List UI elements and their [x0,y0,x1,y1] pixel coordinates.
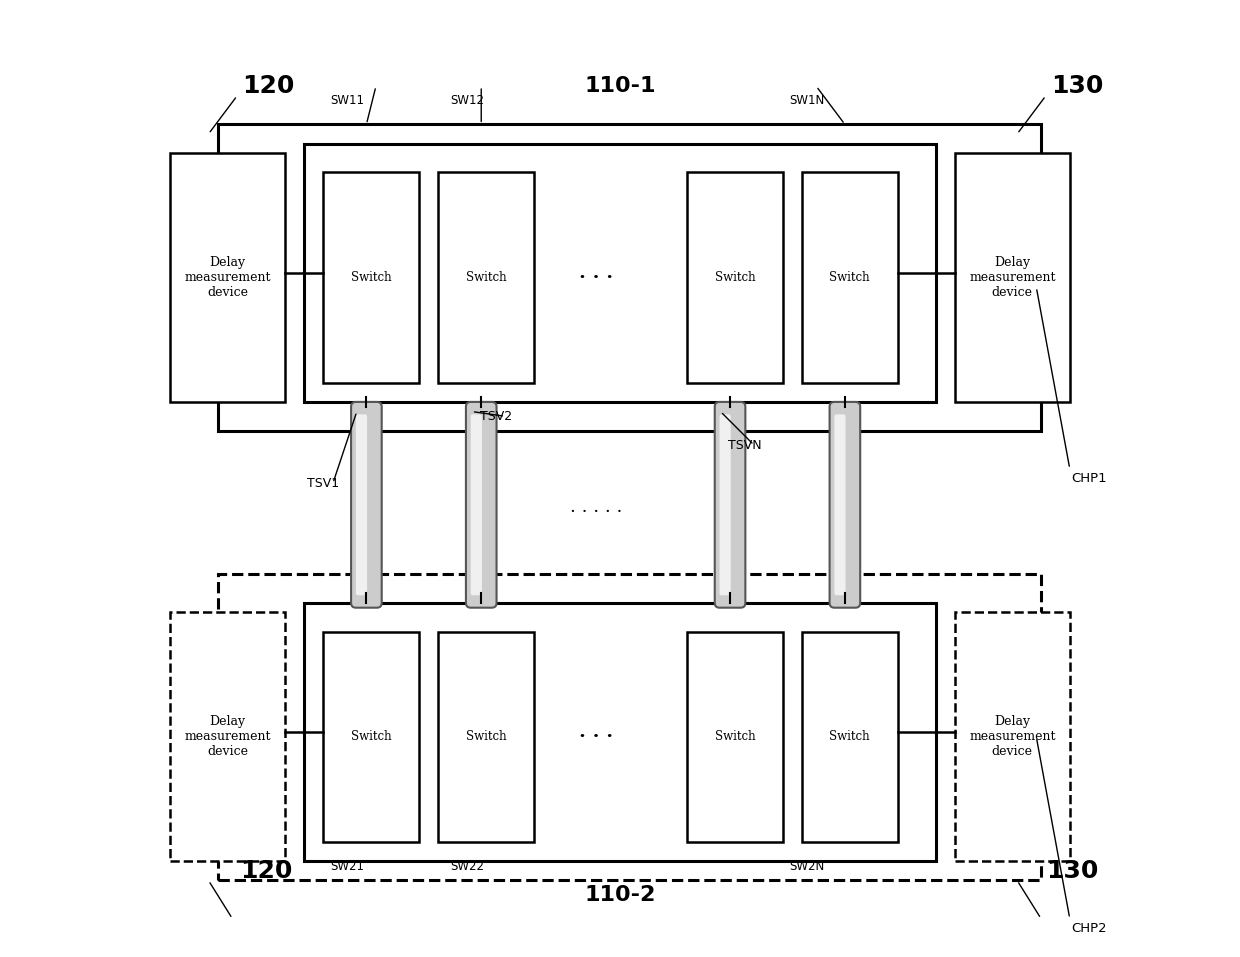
Bar [438,172,534,383]
Bar [687,632,782,842]
Text: . . .: . . . [579,723,613,741]
Text: TSV1: TSV1 [308,477,340,490]
Text: 110-1: 110-1 [584,77,656,96]
Text: SW1N: SW1N [789,94,825,107]
FancyBboxPatch shape [835,414,846,595]
Text: . . .: . . . [579,264,613,281]
Text: 120: 120 [241,858,293,883]
Text: Switch: Switch [830,271,870,284]
Text: 110-2: 110-2 [584,885,656,904]
Bar [955,612,1070,861]
Bar [438,632,534,842]
Text: Delay
measurement
device: Delay measurement device [185,256,270,299]
Text: SW2N: SW2N [789,859,825,873]
Bar [802,172,898,383]
Text: SW22: SW22 [450,859,484,873]
Text: 120: 120 [242,74,294,99]
Text: Switch: Switch [466,271,506,284]
Text: 130: 130 [1045,858,1099,883]
Text: CHP1: CHP1 [1071,472,1107,485]
FancyBboxPatch shape [719,414,730,595]
Text: Delay
measurement
device: Delay measurement device [185,716,270,758]
Text: TSVN: TSVN [728,438,761,452]
Bar [218,124,1042,431]
FancyBboxPatch shape [830,402,861,608]
Text: Switch: Switch [830,730,870,744]
Text: . . . . .: . . . . . [570,499,622,516]
FancyBboxPatch shape [714,402,745,608]
Text: TSV2: TSV2 [480,410,512,423]
Bar [802,632,898,842]
Bar [687,172,782,383]
Text: Switch: Switch [351,271,392,284]
Bar [218,574,1042,880]
Text: SW12: SW12 [450,94,484,107]
FancyBboxPatch shape [466,402,496,608]
Text: Switch: Switch [466,730,506,744]
FancyBboxPatch shape [356,414,367,595]
Text: Switch: Switch [714,271,755,284]
Bar [170,153,285,402]
Bar [170,612,285,861]
Bar [955,153,1070,402]
Bar [304,603,936,861]
FancyBboxPatch shape [351,402,382,608]
Text: Switch: Switch [714,730,755,744]
Text: SW21: SW21 [330,859,365,873]
Bar [324,172,419,383]
Text: Delay
measurement
device: Delay measurement device [970,256,1055,299]
Text: CHP2: CHP2 [1071,922,1107,935]
Text: 130: 130 [1050,74,1104,99]
Text: Delay
measurement
device: Delay measurement device [970,716,1055,758]
FancyBboxPatch shape [471,414,482,595]
Bar [324,632,419,842]
Text: SW11: SW11 [330,94,365,107]
Text: Switch: Switch [351,730,392,744]
Bar [304,144,936,402]
